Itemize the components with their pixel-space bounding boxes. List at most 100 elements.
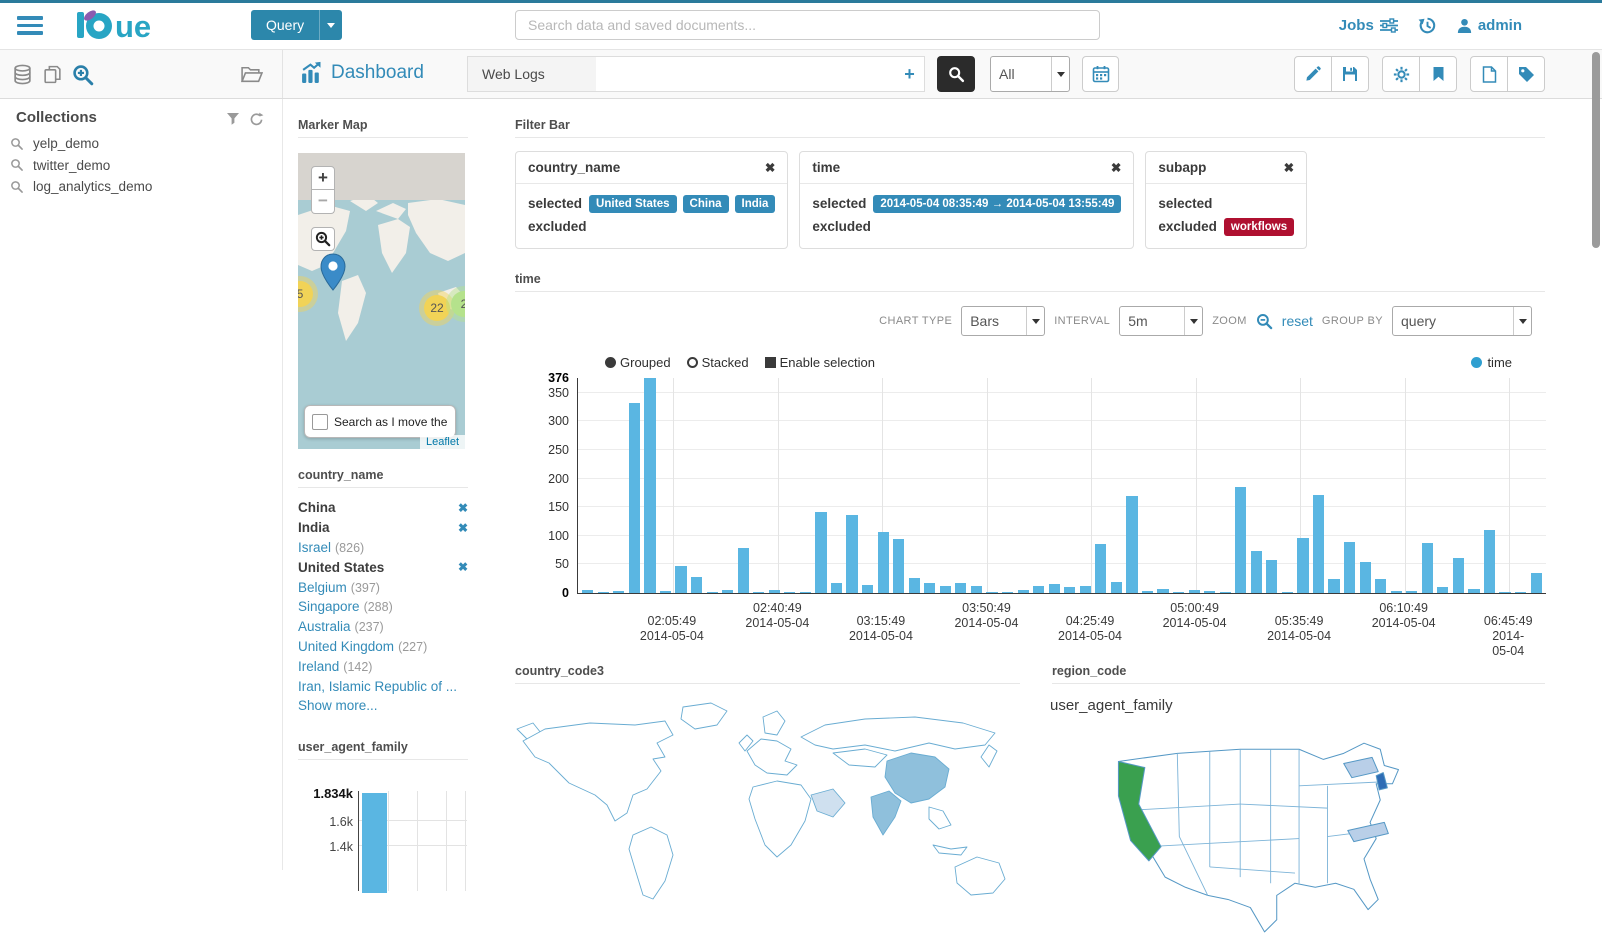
facet-item[interactable]: Singapore (288) bbox=[298, 597, 468, 617]
time-bar[interactable] bbox=[877, 531, 889, 593]
time-bar[interactable] bbox=[1359, 562, 1371, 593]
time-bar[interactable] bbox=[1406, 590, 1418, 593]
map-cluster-marker[interactable]: 5 bbox=[298, 276, 318, 312]
interval-select[interactable]: 5m bbox=[1119, 306, 1204, 336]
filter-close-icon[interactable]: ✖ bbox=[764, 161, 776, 175]
country-saudi-arabia-shape[interactable] bbox=[810, 788, 846, 818]
map-search-toggle[interactable]: Search as I move the map bbox=[304, 405, 456, 438]
calendar-button[interactable] bbox=[1082, 56, 1119, 92]
country-china-shape[interactable] bbox=[884, 752, 950, 804]
state-north-carolina-shape[interactable] bbox=[1347, 821, 1389, 843]
time-bar[interactable] bbox=[1110, 581, 1122, 593]
time-bar[interactable] bbox=[939, 586, 951, 593]
map-marker-pin-icon[interactable] bbox=[320, 253, 346, 291]
facet-item-selected[interactable]: China ✖ bbox=[298, 498, 468, 518]
time-bar[interactable] bbox=[1001, 591, 1014, 593]
hamburger-menu-icon[interactable] bbox=[17, 16, 43, 39]
time-bar[interactable] bbox=[908, 577, 920, 593]
time-bar[interactable] bbox=[1017, 590, 1029, 593]
time-bar[interactable] bbox=[784, 591, 796, 593]
time-bar[interactable] bbox=[1343, 541, 1356, 593]
time-bar[interactable] bbox=[1188, 589, 1200, 593]
time-bar[interactable] bbox=[1250, 551, 1262, 593]
sidebar-collection-item[interactable]: yelp_demo bbox=[10, 133, 276, 155]
time-bar[interactable] bbox=[1421, 542, 1433, 593]
stacked-radio[interactable]: Stacked bbox=[686, 355, 749, 370]
leaflet-link[interactable]: Leaflet bbox=[425, 436, 459, 448]
time-bar[interactable] bbox=[1095, 544, 1107, 593]
history-icon[interactable] bbox=[1418, 16, 1437, 35]
filter-value-pill[interactable]: United States bbox=[589, 194, 677, 213]
query-button[interactable]: Query bbox=[251, 10, 320, 40]
time-series-legend[interactable]: time bbox=[1471, 355, 1512, 370]
time-bar[interactable] bbox=[815, 511, 827, 593]
filter-value-pill[interactable]: India bbox=[734, 194, 776, 213]
time-bar[interactable] bbox=[613, 591, 625, 593]
time-bar[interactable] bbox=[1266, 559, 1278, 593]
filter-funnel-icon[interactable] bbox=[226, 112, 240, 126]
facet-show-more[interactable]: Show more... bbox=[298, 698, 378, 714]
page-title[interactable]: Dashboard bbox=[300, 61, 424, 84]
time-bar[interactable] bbox=[644, 378, 656, 593]
time-bar[interactable] bbox=[924, 582, 936, 593]
facet-item[interactable]: Israel (826) bbox=[298, 538, 468, 558]
time-bar[interactable] bbox=[1437, 586, 1449, 593]
edit-button[interactable] bbox=[1294, 56, 1332, 92]
facet-item[interactable]: Australia (237) bbox=[298, 617, 468, 637]
refresh-icon[interactable] bbox=[249, 112, 264, 127]
time-bar[interactable] bbox=[722, 590, 734, 593]
time-bar[interactable] bbox=[675, 566, 687, 593]
time-bar[interactable] bbox=[1033, 586, 1045, 593]
chart-type-select[interactable]: Bars bbox=[961, 306, 1046, 336]
time-bar[interactable] bbox=[1219, 592, 1231, 593]
time-bar[interactable] bbox=[706, 591, 718, 593]
enable-selection-checkbox[interactable]: Enable selection bbox=[764, 355, 875, 370]
time-bar[interactable] bbox=[1515, 591, 1527, 593]
time-bar[interactable] bbox=[1235, 486, 1247, 593]
settings-button[interactable] bbox=[1382, 56, 1420, 92]
time-bar[interactable] bbox=[846, 514, 858, 593]
time-bar[interactable] bbox=[830, 583, 843, 593]
time-bar[interactable] bbox=[1126, 495, 1138, 593]
filter-excluded-pill[interactable]: workflows bbox=[1223, 217, 1295, 236]
scope-select[interactable]: All bbox=[990, 56, 1070, 92]
search-plus-icon[interactable] bbox=[72, 64, 94, 86]
facet-item[interactable]: Iran, Islamic Republic of ... bbox=[298, 676, 468, 696]
time-bar[interactable] bbox=[1048, 584, 1060, 593]
time-bar[interactable] bbox=[659, 591, 672, 593]
facet-item[interactable]: Belgium (397) bbox=[298, 577, 468, 597]
time-bar[interactable] bbox=[1079, 586, 1091, 593]
time-bar[interactable] bbox=[1204, 590, 1216, 593]
facet-label[interactable]: Iran, Islamic Republic of ... bbox=[298, 678, 458, 694]
time-bar[interactable] bbox=[1328, 579, 1340, 593]
time-bar[interactable] bbox=[737, 548, 749, 593]
facet-label[interactable]: Belgium bbox=[298, 579, 347, 595]
bookmark-button[interactable] bbox=[1419, 56, 1457, 92]
add-filter-button[interactable]: + bbox=[895, 56, 925, 92]
documents-icon[interactable] bbox=[42, 64, 63, 85]
sidebar-collection-item[interactable]: log_analytics_demo bbox=[10, 176, 276, 198]
grouped-radio[interactable]: Grouped bbox=[605, 355, 671, 370]
map-search-checkbox[interactable] bbox=[312, 413, 328, 430]
new-document-button[interactable] bbox=[1470, 56, 1508, 92]
time-bar[interactable] bbox=[970, 586, 983, 593]
map-cluster-marker[interactable]: 2 bbox=[446, 286, 465, 322]
search-minus-icon[interactable] bbox=[1256, 313, 1273, 330]
zoom-reset-link[interactable]: reset bbox=[1281, 313, 1313, 329]
collection-selector[interactable]: Web Logs bbox=[467, 56, 597, 92]
time-bar[interactable] bbox=[1530, 573, 1542, 593]
save-button[interactable] bbox=[1331, 56, 1369, 92]
facet-remove-icon[interactable]: ✖ bbox=[457, 520, 468, 535]
facet-label[interactable]: Singapore bbox=[298, 599, 360, 615]
facet-label[interactable]: United Kingdom bbox=[298, 638, 395, 654]
time-bar[interactable] bbox=[955, 583, 967, 593]
time-bar[interactable] bbox=[893, 539, 905, 593]
hue-logo[interactable]: ue bbox=[76, 9, 171, 44]
map-cluster-marker[interactable]: 22 bbox=[419, 290, 455, 326]
filter-value-pill[interactable]: China bbox=[682, 194, 729, 213]
world-map[interactable] bbox=[515, 699, 1020, 924]
tags-button[interactable] bbox=[1507, 56, 1545, 92]
facet-label[interactable]: Australia bbox=[298, 619, 351, 635]
time-bar[interactable] bbox=[1281, 591, 1293, 593]
dashboard-search-button[interactable] bbox=[937, 56, 975, 92]
